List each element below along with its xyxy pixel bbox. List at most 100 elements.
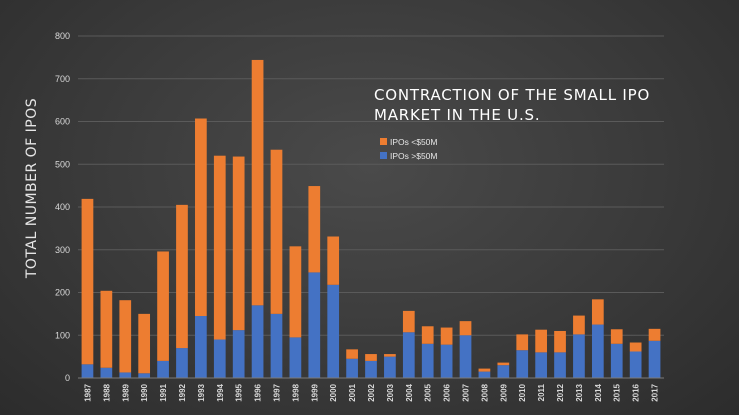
bar-segment-small-ipos bbox=[157, 251, 169, 361]
bar-segment-small-ipos bbox=[232, 156, 245, 331]
bar-segment-large-ipos bbox=[232, 330, 245, 378]
x-tick-label: 2014 bbox=[594, 383, 603, 401]
x-tick-label: 2002 bbox=[367, 383, 376, 401]
x-tick-label: 1999 bbox=[310, 383, 319, 401]
y-tick-label: 0 bbox=[65, 373, 70, 383]
x-tick-label: 1998 bbox=[291, 383, 300, 401]
bar-segment-small-ipos bbox=[81, 198, 94, 365]
y-tick-label: 100 bbox=[55, 330, 70, 340]
bar-segment-small-ipos bbox=[213, 155, 226, 340]
x-tick-label: 1990 bbox=[140, 383, 149, 401]
bar-segment-small-ipos bbox=[195, 118, 207, 317]
x-tick-label: 2005 bbox=[424, 383, 433, 401]
y-tick-label: 200 bbox=[55, 288, 70, 298]
bar-segment-large-ipos bbox=[270, 313, 283, 378]
x-tick-label: 2015 bbox=[613, 383, 622, 401]
bar-segment-small-ipos bbox=[516, 334, 529, 351]
bar-segment-small-ipos bbox=[440, 327, 453, 345]
legend-swatch-small-ipos bbox=[380, 138, 387, 145]
legend: IPOs <$50M IPOs >$50M bbox=[380, 137, 437, 161]
bar-segment-large-ipos bbox=[459, 335, 472, 378]
bar-segment-small-ipos bbox=[497, 362, 510, 366]
x-tick-label: 2012 bbox=[556, 383, 565, 401]
bar-segment-small-ipos bbox=[459, 321, 472, 336]
x-tick-label: 2016 bbox=[632, 383, 641, 401]
bar-segment-small-ipos bbox=[346, 349, 358, 359]
bar-segment-large-ipos bbox=[591, 324, 604, 378]
y-tick-label: 600 bbox=[55, 117, 70, 127]
bar-segment-small-ipos bbox=[289, 246, 302, 338]
gridlines bbox=[78, 35, 664, 336]
x-tick-label: 1994 bbox=[216, 383, 225, 401]
bar-segment-small-ipos bbox=[308, 186, 321, 273]
bar-segment-small-ipos bbox=[384, 354, 396, 357]
bar-segment-small-ipos bbox=[251, 59, 264, 306]
bar-segment-large-ipos bbox=[213, 339, 226, 378]
bar-segment-large-ipos bbox=[497, 365, 510, 378]
x-tick-label: 2009 bbox=[499, 383, 508, 401]
bar-segment-large-ipos bbox=[629, 351, 642, 378]
x-tick-label: 1997 bbox=[272, 383, 281, 401]
x-tick-label: 1989 bbox=[121, 383, 130, 401]
legend-label-small-ipos: IPOs <$50M bbox=[390, 137, 437, 147]
bar-segment-large-ipos bbox=[195, 316, 207, 378]
bar-segment-large-ipos bbox=[573, 334, 585, 378]
bar-segment-large-ipos bbox=[119, 372, 132, 378]
y-axis-ticks: 0 100 200 300 400 500 600 700 800 bbox=[55, 31, 70, 383]
x-tick-label: 1996 bbox=[254, 383, 263, 401]
legend-label-large-ipos: IPOs >$50M bbox=[390, 151, 437, 161]
bar-segment-small-ipos bbox=[421, 326, 434, 344]
x-tick-label: 2008 bbox=[480, 383, 489, 401]
x-tick-label: 2004 bbox=[405, 383, 414, 401]
x-tick-label: 2001 bbox=[348, 383, 357, 401]
bar-segment-small-ipos bbox=[270, 149, 283, 314]
bar-segment-large-ipos bbox=[176, 348, 188, 378]
bar-segment-large-ipos bbox=[554, 352, 566, 378]
bar-segment-small-ipos bbox=[573, 315, 585, 335]
chart-title-line-2: MARKET IN THE U.S. bbox=[374, 106, 540, 124]
bars bbox=[81, 59, 661, 378]
bar-segment-small-ipos bbox=[119, 300, 132, 373]
bar-segment-large-ipos bbox=[138, 373, 151, 378]
y-tick-label: 500 bbox=[55, 159, 70, 169]
bar-segment-large-ipos bbox=[610, 343, 623, 378]
y-tick-label: 300 bbox=[55, 245, 70, 255]
x-tick-label: 1992 bbox=[178, 383, 187, 401]
x-tick-label: 2007 bbox=[462, 383, 471, 401]
bar-segment-large-ipos bbox=[157, 360, 169, 378]
bar-segment-small-ipos bbox=[365, 354, 377, 361]
bar-segment-small-ipos bbox=[591, 299, 604, 325]
bar-segment-large-ipos bbox=[402, 332, 415, 378]
x-axis-ticks: 1987 1988 1989 1990 1991 1992 1993 1994 1995 1996… bbox=[83, 383, 659, 401]
bar-segment-large-ipos bbox=[251, 305, 264, 378]
bar-segment-large-ipos bbox=[289, 337, 302, 378]
bar-segment-small-ipos bbox=[100, 290, 113, 368]
y-tick-label: 400 bbox=[55, 202, 70, 212]
bar-segment-large-ipos bbox=[327, 284, 340, 378]
x-tick-label: 2006 bbox=[443, 383, 452, 401]
bar-segment-small-ipos bbox=[610, 329, 623, 344]
bar-segment-small-ipos bbox=[629, 342, 642, 352]
x-tick-label: 2013 bbox=[575, 383, 584, 401]
bar-segment-small-ipos bbox=[535, 329, 547, 353]
bar-segment-small-ipos bbox=[176, 204, 188, 349]
x-tick-label: 1993 bbox=[197, 383, 206, 401]
bar-segment-large-ipos bbox=[440, 344, 453, 378]
bar-segment-small-ipos bbox=[402, 310, 415, 333]
bar-segment-large-ipos bbox=[384, 356, 396, 378]
bar-segment-large-ipos bbox=[100, 367, 113, 378]
x-tick-label: 1991 bbox=[159, 383, 168, 401]
bar-segment-large-ipos bbox=[308, 272, 321, 378]
x-tick-label: 1987 bbox=[83, 383, 92, 401]
legend-swatch-large-ipos bbox=[380, 152, 387, 159]
bar-segment-large-ipos bbox=[648, 340, 661, 378]
bar-segment-large-ipos bbox=[365, 360, 377, 378]
bar-segment-small-ipos bbox=[327, 236, 340, 285]
bar-segment-small-ipos bbox=[478, 368, 491, 372]
bar-segment-small-ipos bbox=[554, 330, 566, 353]
bar-segment-large-ipos bbox=[516, 350, 529, 378]
x-tick-label: 2010 bbox=[518, 383, 527, 401]
bar-segment-large-ipos bbox=[346, 358, 358, 378]
y-tick-label: 800 bbox=[55, 31, 70, 41]
